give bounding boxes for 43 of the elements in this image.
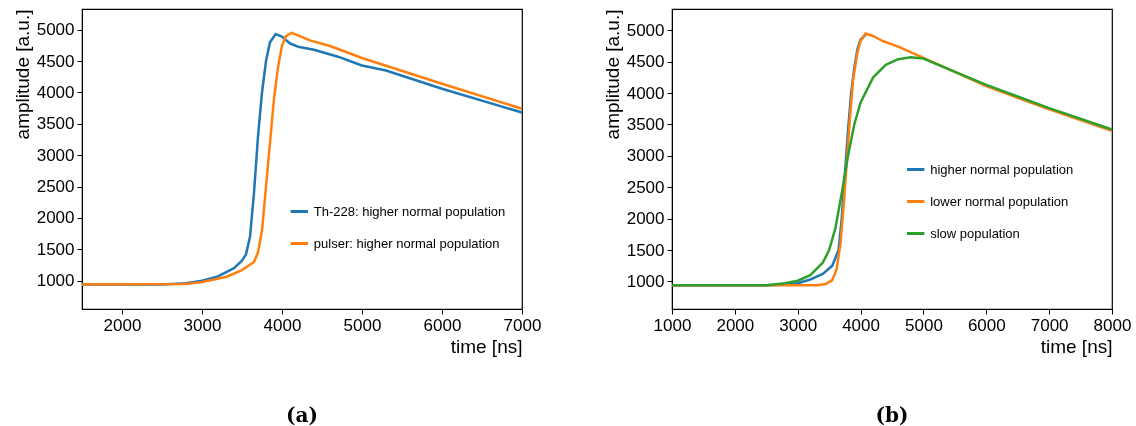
y-tick-label: 4500 [626,52,665,72]
text: (b) [875,403,909,426]
y-tick-label: 3500 [36,114,75,134]
y-tick-label: 3000 [36,145,75,165]
legend-label: lower normal population [930,193,1069,209]
y-tick-label: 4000 [626,83,665,103]
y-tick-label: 5000 [626,20,665,40]
x-tick-label: 4000 [842,315,880,335]
x-tick-label: 7000 [1030,315,1069,335]
y-tick-label: 4000 [36,82,75,102]
y-axis-title: amplitude [a.u.] [601,9,623,140]
y-tick-label: 1000 [626,271,665,291]
y-tick-label: 1500 [626,240,665,260]
y-tick-label: 5000 [36,20,75,40]
x-tick-label: 5000 [905,315,943,335]
y-tick-label: 1000 [36,271,75,291]
x-tick-label: 2000 [716,315,755,335]
y-tick-label: 2500 [36,177,75,197]
x-tick-label: 4000 [263,315,302,335]
y-tick-label: 2500 [626,177,665,197]
x-tick-label: 1000 [653,315,692,335]
x-tick-label: 3000 [779,315,818,335]
x-axis-title: time [ns] [1040,335,1113,357]
x-tick-label: 6000 [423,315,462,335]
y-tick-label: 2000 [626,209,665,229]
x-tick-label: 7000 [503,315,542,335]
y-tick-label: 3000 [626,146,665,166]
y-tick-label: 2000 [36,208,75,228]
y-axis-title: amplitude [a.u.] [11,9,33,140]
x-tick-label: 3000 [183,315,222,335]
legend-label: Th-228: higher normal population [313,203,506,219]
legend-label: slow population [930,225,1020,241]
text: (a) [286,403,318,426]
y-tick-label: 4500 [36,51,75,71]
x-tick-label: 6000 [967,315,1006,335]
legend-label: higher normal population [930,161,1074,177]
x-tick-label: 8000 [1093,315,1132,335]
legend-label: pulser: higher normal population [313,235,500,251]
y-tick-label: 1500 [36,239,75,259]
x-tick-label: 2000 [103,315,142,335]
x-tick-label: 5000 [343,315,382,335]
y-tick-label: 3500 [626,114,665,134]
x-axis-title: time [ns] [450,335,523,357]
